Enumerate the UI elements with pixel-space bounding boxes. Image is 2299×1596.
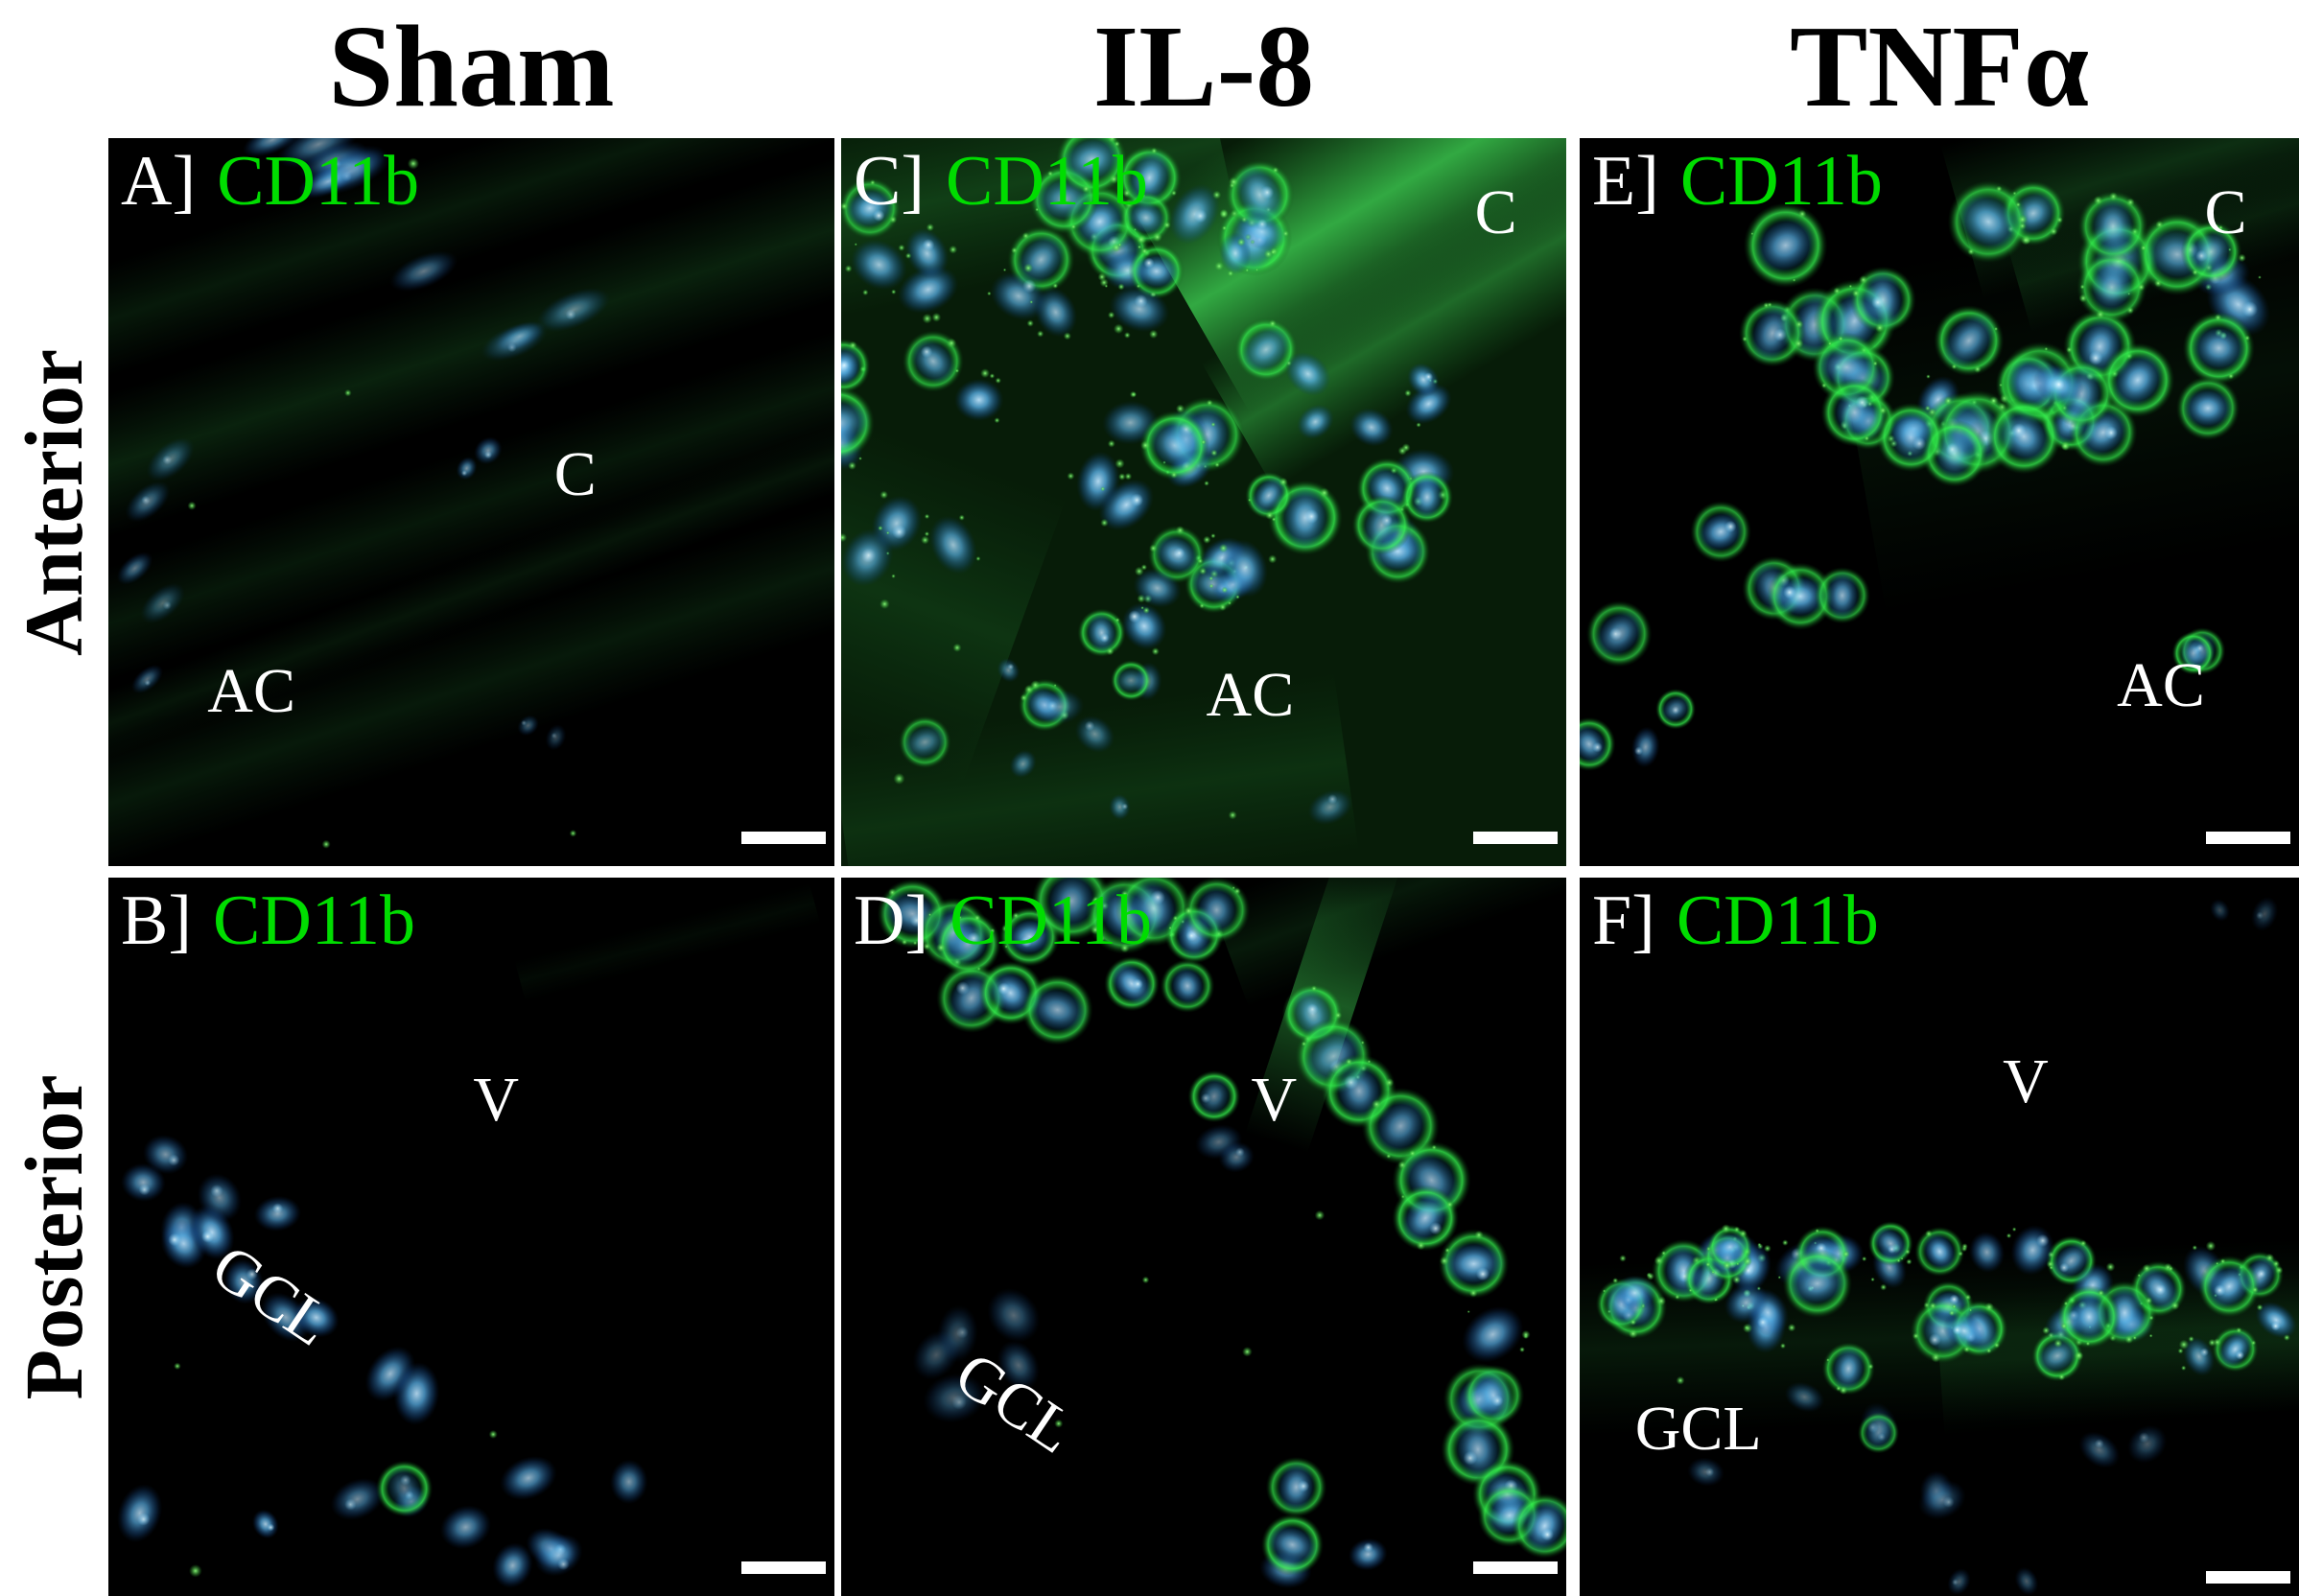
annotation-v: V — [2003, 1045, 2049, 1116]
scale-bar — [2206, 1571, 2290, 1584]
column-header-il8: IL-8 — [1092, 2, 1315, 131]
row-label-anterior: Anterior — [8, 349, 100, 656]
stain-marker-label: CD11b — [950, 881, 1153, 960]
annotation-v: V — [1251, 1065, 1298, 1136]
fluorescence-micrograph — [117, 881, 821, 1588]
panel-letter: C] — [854, 142, 925, 221]
column-header-tnfa: TNFα — [1789, 2, 2090, 131]
panel-label: E] CD11b — [1592, 146, 1883, 217]
annotation-ac: AC — [1206, 659, 1295, 730]
scale-bar — [741, 1561, 826, 1574]
scale-bar — [2206, 832, 2290, 844]
scale-bar — [741, 832, 826, 844]
annotation-c: C — [2204, 177, 2247, 248]
micrograph-panel-c: C] CD11b C AC — [841, 138, 1566, 866]
row-label-posterior: Posterior — [8, 1074, 100, 1400]
micrograph-panel-f: F] CD11b V GCL — [1580, 878, 2299, 1596]
annotation-gcl: GCL — [1634, 1394, 1762, 1465]
scale-bar — [1473, 832, 1558, 844]
fluorescence-micrograph — [1580, 896, 2299, 1596]
stain-marker-label: CD11b — [213, 881, 416, 960]
panel-letter: A] — [121, 142, 197, 221]
stain-marker-label: CD11b — [1676, 881, 1879, 960]
micrograph-panel-e: E] CD11b C AC — [1580, 138, 2299, 866]
scale-bar — [1473, 1561, 1558, 1574]
fluorescence-micrograph — [1580, 138, 2299, 771]
annotation-v: V — [473, 1065, 520, 1136]
fluorescence-micrograph — [877, 878, 1566, 1589]
fluorescence-micrograph — [841, 138, 1566, 866]
fluorescence-micrograph — [108, 138, 834, 866]
micrograph-panel-b: B] CD11b V GCL — [108, 878, 834, 1596]
panel-letter: E] — [1592, 142, 1659, 221]
panel-label: F] CD11b — [1592, 885, 1879, 956]
annotation-ac: AC — [207, 655, 295, 726]
panel-letter: F] — [1592, 881, 1655, 960]
column-header-sham: Sham — [328, 2, 615, 131]
stain-marker-label: CD11b — [1679, 142, 1883, 221]
stain-marker-label: CD11b — [217, 142, 420, 221]
panel-label: A] CD11b — [121, 146, 419, 217]
micrograph-panel-a: A] CD11b C AC — [108, 138, 834, 866]
annotation-c: C — [553, 438, 597, 509]
panel-letter: D] — [854, 881, 929, 960]
panel-letter: B] — [121, 881, 192, 960]
annotation-c: C — [1474, 177, 1517, 248]
panel-label: C] CD11b — [854, 146, 1148, 217]
panel-label: D] CD11b — [854, 885, 1152, 956]
micrograph-panel-d: D] CD11b V GCL — [841, 878, 1566, 1596]
annotation-ac: AC — [2117, 649, 2205, 720]
stain-marker-label: CD11b — [946, 142, 1149, 221]
panel-label: B] CD11b — [121, 885, 415, 956]
